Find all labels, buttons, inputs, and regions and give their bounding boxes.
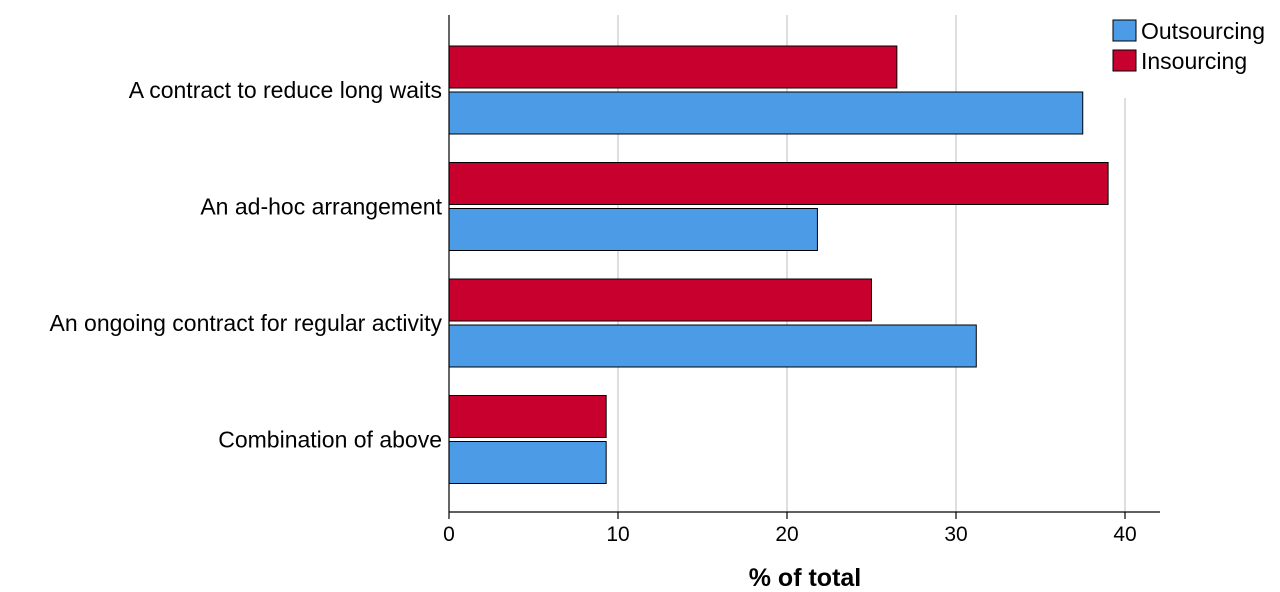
category-label: An ad-hoc arrangement <box>200 194 442 220</box>
bar-outsourcing <box>448 441 607 484</box>
category-label: A contract to reduce long waits <box>129 77 442 103</box>
legend: Outsourcing Insourcing <box>1112 18 1265 74</box>
bar-insourcing <box>448 395 607 438</box>
x-tick-label: 20 <box>775 523 798 546</box>
category-label: An ongoing contract for regular activity <box>50 310 443 336</box>
category-label: Combination of above <box>218 427 442 453</box>
x-tick-label: 40 <box>1113 523 1136 546</box>
bar-outsourcing <box>448 324 977 368</box>
x-tick-labels: 0 10 20 30 40 <box>443 512 1137 546</box>
axes <box>448 15 1160 513</box>
legend-label: Insourcing <box>1141 48 1247 74</box>
bar-insourcing <box>448 45 898 89</box>
bars <box>448 45 1109 484</box>
bar-insourcing <box>448 162 1109 205</box>
x-tick-label: 30 <box>944 523 967 546</box>
gridlines <box>617 15 1126 512</box>
x-tick-label: 10 <box>606 523 629 546</box>
bar-outsourcing <box>448 208 818 251</box>
legend-label: Outsourcing <box>1141 18 1265 44</box>
x-tick-label: 0 <box>443 523 455 546</box>
bar-outsourcing <box>448 91 1084 135</box>
category-labels: A contract to reduce long waits An ad-hoc… <box>50 77 443 453</box>
x-axis-title: % of total <box>749 564 862 592</box>
legend-swatch-outsourcing <box>1112 19 1137 42</box>
bar-insourcing <box>448 278 872 322</box>
legend-swatch-insourcing <box>1112 49 1137 72</box>
